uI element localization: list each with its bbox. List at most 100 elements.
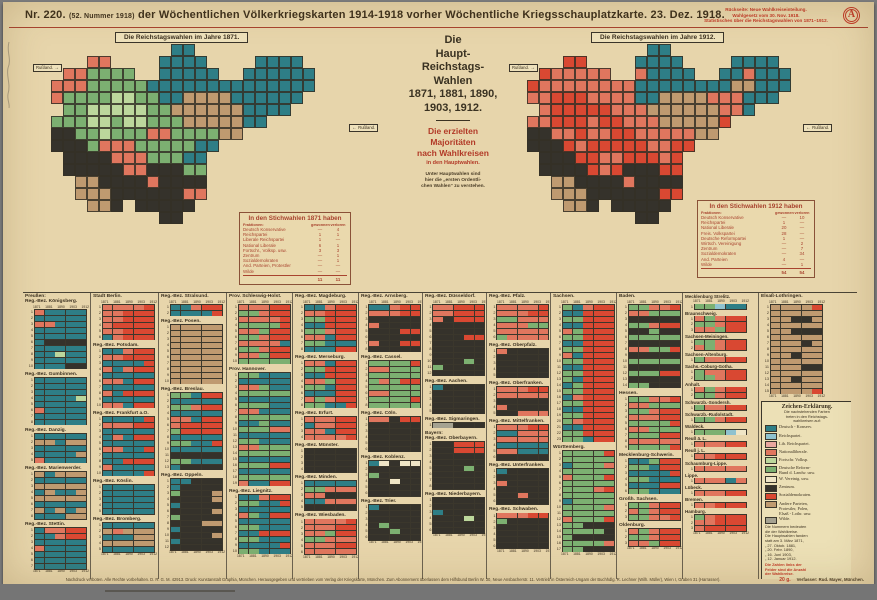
constituency-row: 1	[25, 377, 89, 384]
result-cell	[170, 502, 181, 508]
result-cell	[346, 422, 356, 428]
map-cell	[623, 176, 635, 188]
result-cell	[812, 328, 822, 334]
result-cell	[55, 534, 66, 540]
result-cell	[801, 370, 812, 376]
map-cell	[575, 68, 587, 80]
result-cell	[379, 360, 390, 366]
result-cell	[736, 339, 746, 345]
lost-value: —	[799, 256, 805, 262]
constituency-number: 5	[98, 441, 101, 446]
result-cell	[201, 348, 212, 354]
result-cell	[259, 432, 270, 438]
result-cell	[112, 535, 123, 541]
result-cell	[269, 530, 280, 536]
result-cell	[259, 512, 270, 518]
year-label: 1903	[469, 533, 477, 538]
result-cell	[572, 382, 583, 388]
map-cell	[611, 212, 623, 224]
result-cells	[170, 532, 223, 539]
result-cell	[133, 322, 144, 328]
result-cells	[432, 310, 485, 317]
result-cell	[212, 392, 222, 398]
map-cell	[303, 116, 315, 128]
result-cell	[389, 478, 400, 484]
result-cell	[474, 310, 485, 316]
result-cell	[102, 384, 113, 390]
lost-value: 1	[336, 253, 340, 259]
result-cell	[34, 345, 45, 351]
year-label: 1881	[445, 299, 453, 304]
table-row: Deutsche Reformpartei 1—	[701, 236, 811, 241]
result-cell	[55, 419, 66, 425]
map-cell	[75, 188, 87, 200]
map-cell	[111, 68, 123, 80]
result-cell	[259, 494, 270, 500]
constituency-number: 15	[556, 389, 561, 394]
year-label: 1903	[533, 548, 541, 553]
constituency-number: 2	[624, 535, 627, 540]
map-cell	[731, 116, 743, 128]
result-cell	[562, 346, 573, 352]
map-cell	[123, 92, 135, 104]
result-cell	[659, 529, 670, 535]
result-cells	[34, 483, 87, 490]
constituency-row: 17	[553, 400, 615, 407]
result-cell	[112, 470, 123, 476]
result-cell	[55, 489, 66, 495]
result-cell	[443, 340, 454, 346]
result-cell	[123, 354, 134, 360]
result-cell	[410, 366, 421, 372]
region-chart-title: Prov. Hannover.	[229, 366, 266, 372]
constituency-number: 2	[365, 311, 368, 316]
result-cell	[538, 398, 549, 404]
constituency-row: 3	[295, 316, 357, 323]
table-title: In den Stichwahlen 1912 haben	[709, 203, 803, 210]
result-cells	[368, 378, 421, 385]
result-cell	[770, 364, 781, 370]
map-cell	[219, 140, 231, 152]
result-cell	[304, 481, 315, 487]
won-value: 1	[782, 235, 786, 241]
result-cell	[123, 529, 134, 535]
result-cells	[496, 542, 549, 549]
constituency-number: 10	[96, 403, 101, 408]
result-cell	[34, 401, 45, 407]
result-cell	[583, 498, 594, 504]
map-cell	[815, 200, 827, 212]
region-chart-title: Großh. Sachsen.	[619, 496, 658, 502]
region-chart: Waldeck. 1	[685, 424, 757, 436]
result-cell	[369, 505, 379, 511]
map-cell	[303, 128, 315, 140]
map-cell	[87, 212, 99, 224]
result-cell	[670, 310, 680, 316]
result-cell	[44, 489, 55, 495]
result-cell	[248, 420, 259, 426]
constituency-number: 3	[30, 390, 33, 395]
result-cell	[604, 468, 614, 474]
result-cell	[443, 522, 454, 528]
result-cell	[346, 390, 356, 396]
result-cell	[76, 407, 86, 413]
result-cells	[102, 546, 155, 553]
constituency-number: 3	[234, 317, 237, 322]
result-cell	[144, 322, 154, 328]
map-cell	[659, 152, 671, 164]
result-cell	[443, 358, 454, 364]
result-cell	[314, 537, 325, 543]
result-cell	[170, 416, 181, 422]
map-cell	[551, 44, 563, 56]
result-cell	[694, 514, 705, 520]
result-cells	[694, 519, 747, 527]
constituency-number: 4	[166, 411, 169, 416]
text-line: „ 16. Juni 1903,	[765, 551, 792, 557]
map-cell	[339, 140, 351, 152]
result-cell	[55, 558, 66, 564]
year-label: 1912	[81, 569, 89, 574]
result-cell	[670, 304, 680, 310]
result-cell	[659, 304, 670, 310]
map-cell	[207, 164, 219, 176]
result-cells	[562, 322, 615, 329]
result-cell	[736, 478, 746, 484]
